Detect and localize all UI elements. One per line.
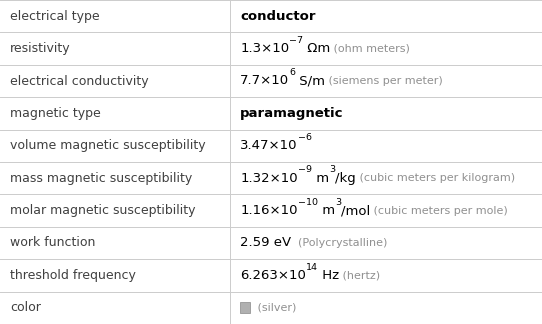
Text: −6: −6 [298,133,312,142]
Text: 14: 14 [306,262,318,272]
Text: (hertz): (hertz) [339,271,380,280]
Text: resistivity: resistivity [10,42,70,55]
Bar [240,302,250,314]
Text: (cubic meters per kilogram): (cubic meters per kilogram) [356,173,515,183]
Text: threshold frequency: threshold frequency [10,269,136,282]
Text: /kg: /kg [335,172,356,185]
Text: S/m: S/m [295,75,325,87]
Text: molar magnetic susceptibility: molar magnetic susceptibility [10,204,195,217]
Text: 1.3×10: 1.3×10 [240,42,289,55]
Text: m: m [312,172,329,185]
Text: 2.59 eV: 2.59 eV [240,237,291,249]
Text: work function: work function [10,237,95,249]
Text: paramagnetic: paramagnetic [240,107,344,120]
Text: Hz: Hz [318,269,339,282]
Text: −10: −10 [298,198,318,207]
Text: (Polycrystalline): (Polycrystalline) [291,238,388,248]
Text: 6: 6 [289,68,295,77]
Text: 1.16×10: 1.16×10 [240,204,298,217]
Text: conductor: conductor [240,10,315,23]
Text: 7.7×10: 7.7×10 [240,75,289,87]
Text: Ωm: Ωm [303,42,331,55]
Text: magnetic type: magnetic type [10,107,100,120]
Text: 3: 3 [335,198,341,207]
Text: volume magnetic susceptibility: volume magnetic susceptibility [10,139,205,152]
Text: electrical type: electrical type [10,10,99,23]
Text: electrical conductivity: electrical conductivity [10,75,149,87]
Text: 6.263×10: 6.263×10 [240,269,306,282]
Text: mass magnetic susceptibility: mass magnetic susceptibility [10,172,192,185]
Text: (cubic meters per mole): (cubic meters per mole) [370,206,508,215]
Text: 3: 3 [329,165,335,174]
Text: −9: −9 [298,165,312,174]
Text: 1.32×10: 1.32×10 [240,172,298,185]
Text: color: color [10,301,41,314]
Text: (ohm meters): (ohm meters) [331,44,410,53]
Text: −7: −7 [289,36,303,45]
Text: (silver): (silver) [254,303,296,313]
Text: /mol: /mol [341,204,370,217]
Text: 3.47×10: 3.47×10 [240,139,298,152]
Text: m: m [318,204,335,217]
Text: (siemens per meter): (siemens per meter) [325,76,443,86]
